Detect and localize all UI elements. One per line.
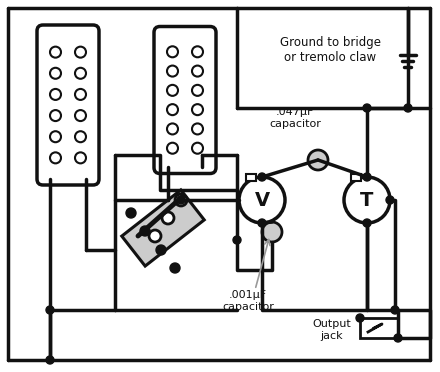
Circle shape [192, 85, 203, 96]
Circle shape [233, 236, 241, 244]
Circle shape [391, 306, 399, 314]
Circle shape [192, 46, 203, 57]
Circle shape [308, 150, 328, 170]
Circle shape [50, 153, 61, 163]
Circle shape [167, 65, 178, 77]
Circle shape [50, 89, 61, 100]
Circle shape [363, 104, 371, 112]
Circle shape [50, 46, 61, 58]
Circle shape [356, 314, 364, 322]
Circle shape [167, 85, 178, 96]
Circle shape [50, 68, 61, 79]
Circle shape [404, 104, 412, 112]
FancyBboxPatch shape [360, 318, 398, 338]
FancyBboxPatch shape [154, 26, 216, 173]
Text: .001μF
capacitor: .001μF capacitor [222, 290, 274, 312]
Circle shape [46, 356, 54, 364]
Circle shape [175, 194, 187, 206]
FancyBboxPatch shape [37, 25, 99, 185]
Circle shape [149, 230, 161, 242]
FancyBboxPatch shape [351, 174, 361, 181]
Circle shape [386, 196, 394, 204]
Circle shape [258, 173, 266, 181]
FancyBboxPatch shape [246, 174, 256, 181]
Circle shape [239, 177, 285, 223]
Circle shape [167, 104, 178, 115]
Circle shape [126, 208, 136, 218]
Circle shape [162, 212, 174, 224]
Circle shape [344, 177, 390, 223]
Circle shape [75, 110, 86, 121]
Circle shape [75, 131, 86, 142]
Circle shape [75, 68, 86, 79]
Circle shape [192, 65, 203, 77]
Circle shape [262, 222, 282, 242]
Circle shape [167, 124, 178, 134]
Circle shape [363, 219, 371, 227]
Circle shape [75, 153, 86, 163]
Text: Ground to bridge
or tremolo claw: Ground to bridge or tremolo claw [279, 36, 381, 64]
Text: Output
jack: Output jack [313, 319, 352, 341]
Circle shape [140, 226, 150, 236]
Circle shape [170, 263, 180, 273]
Circle shape [46, 306, 54, 314]
Text: .047μF
capacitor: .047μF capacitor [269, 107, 321, 129]
Circle shape [394, 334, 402, 342]
Circle shape [75, 89, 86, 100]
Circle shape [75, 46, 86, 58]
Circle shape [192, 143, 203, 154]
Circle shape [177, 196, 185, 204]
Polygon shape [122, 190, 204, 266]
Circle shape [258, 219, 266, 227]
Circle shape [167, 143, 178, 154]
Circle shape [167, 46, 178, 57]
Circle shape [363, 173, 371, 181]
Circle shape [50, 110, 61, 121]
Circle shape [156, 245, 166, 255]
Text: T: T [360, 190, 374, 209]
Circle shape [50, 131, 61, 142]
Circle shape [192, 104, 203, 115]
Circle shape [192, 124, 203, 134]
Text: V: V [254, 190, 270, 209]
